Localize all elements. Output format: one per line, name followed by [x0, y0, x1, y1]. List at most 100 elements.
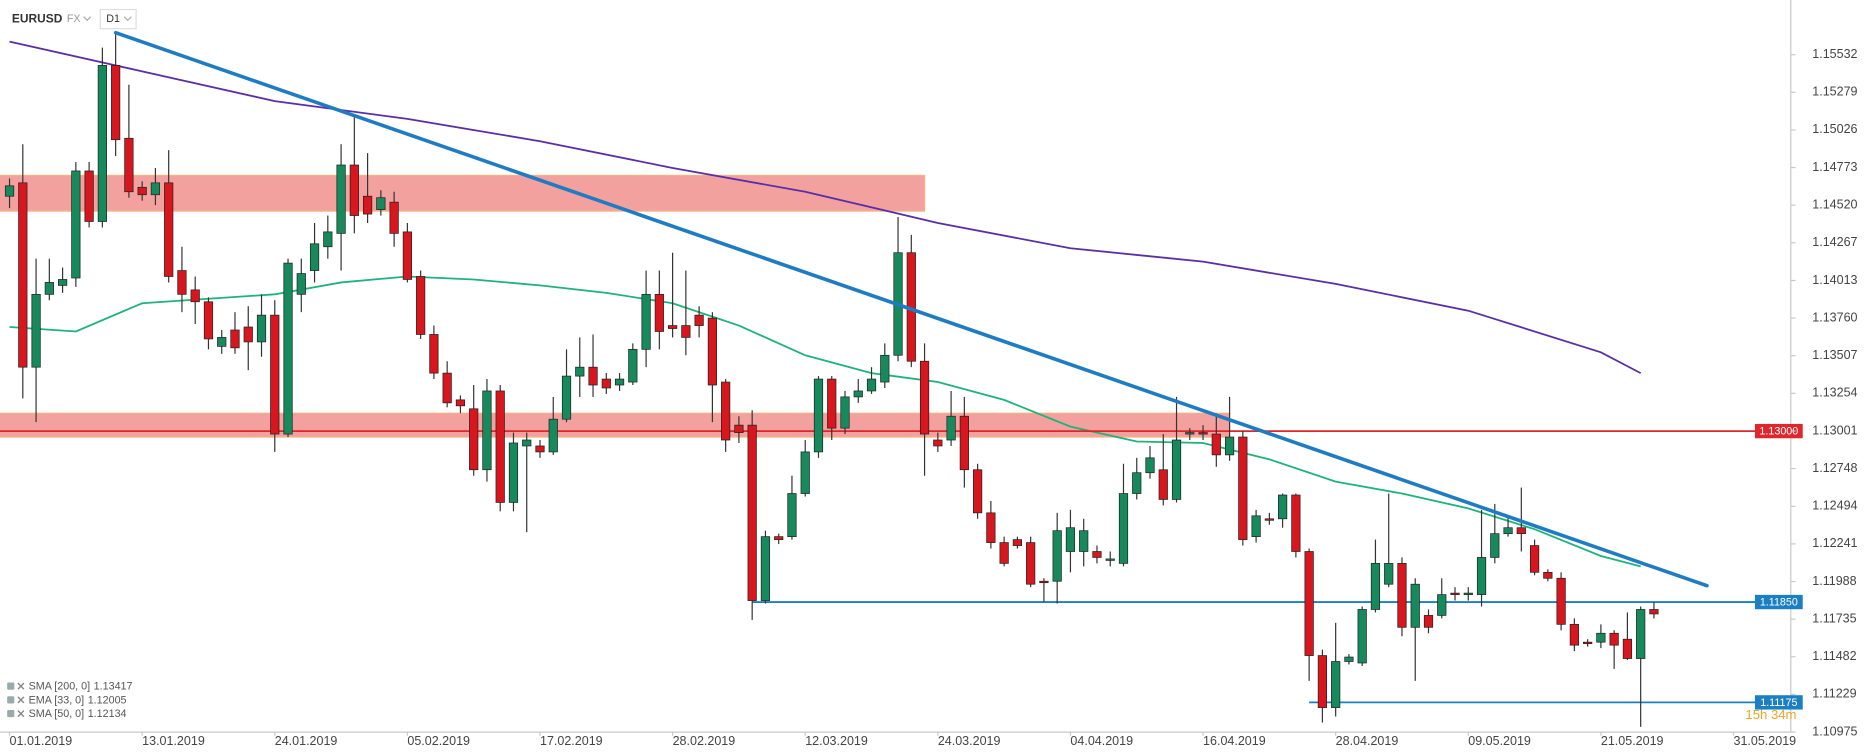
- candle-body: [787, 493, 797, 537]
- candle-body: [1583, 641, 1593, 645]
- timeframe[interactable]: D1: [106, 13, 120, 25]
- candle-body: [628, 348, 638, 383]
- candle-body: [1278, 494, 1288, 520]
- candle-body: [164, 182, 174, 277]
- legend-name: SMA [50, 0]: [29, 708, 84, 720]
- y-tick-label: 1.14773: [1812, 160, 1857, 174]
- candle-body: [1185, 432, 1195, 435]
- legend-settings-icon[interactable]: [7, 696, 15, 704]
- candle-body: [1132, 472, 1142, 494]
- legend-value: 1.12134: [88, 708, 127, 720]
- candle-body: [1026, 542, 1036, 585]
- candle-body: [973, 469, 983, 514]
- timeframe-dropdown-icon[interactable]: [123, 16, 132, 22]
- plot-area: [0, 30, 1791, 727]
- candle-body: [57, 279, 68, 286]
- candle-body: [389, 201, 399, 234]
- candle-body: [1529, 545, 1540, 573]
- candle-body: [1437, 594, 1447, 616]
- candle-body: [1556, 577, 1566, 625]
- symbol: EURUSD: [12, 11, 63, 25]
- candle-body: [1198, 432, 1208, 435]
- y-tick-label: 1.13760: [1812, 310, 1857, 324]
- candle-body: [1291, 494, 1301, 552]
- candle-body: [71, 170, 81, 279]
- candle-body: [230, 329, 240, 349]
- legend-remove-icon[interactable]: [17, 710, 25, 718]
- timeframe-box[interactable]: [99, 8, 137, 30]
- candle-body: [31, 293, 41, 368]
- candle-body: [774, 536, 784, 540]
- candle-body: [707, 317, 717, 386]
- x-tick-label: 24.01.2019: [275, 734, 338, 748]
- candle-body: [508, 442, 519, 503]
- x-tick-label: 05.02.2019: [407, 734, 470, 748]
- candle-body: [760, 536, 771, 601]
- candle-body: [1039, 580, 1049, 584]
- candle-body: [1304, 551, 1314, 656]
- candle-body: [482, 390, 492, 471]
- candle-body: [933, 439, 943, 447]
- x-tick-label: 01.01.2019: [10, 734, 73, 748]
- candle-body: [1596, 632, 1606, 643]
- legend-settings-icon[interactable]: [7, 682, 15, 690]
- legend-remove-icon[interactable]: [17, 682, 25, 690]
- candle-body: [323, 231, 333, 248]
- y-tick-label: 1.12494: [1812, 499, 1857, 513]
- candle-body: [694, 314, 704, 326]
- candle-body: [296, 273, 306, 295]
- candle-body: [1211, 433, 1221, 456]
- candle-body: [1264, 518, 1274, 521]
- market[interactable]: FX: [67, 13, 81, 25]
- legend-remove-icon[interactable]: [17, 696, 25, 704]
- candle-body: [376, 197, 386, 210]
- trendline: [113, 30, 1709, 588]
- y-tick-label: 1.15026: [1812, 122, 1857, 136]
- candle-body: [349, 164, 359, 216]
- y-tick-label: 1.15279: [1812, 85, 1857, 99]
- candle-body: [1171, 439, 1182, 500]
- candle-body: [986, 512, 996, 543]
- candle-body: [1079, 530, 1089, 552]
- candle-body: [469, 408, 479, 471]
- candle-body: [137, 186, 147, 196]
- candle-body: [455, 399, 466, 407]
- candle-body: [97, 65, 107, 222]
- candle-body: [575, 366, 585, 377]
- candle-body: [1622, 638, 1633, 659]
- x-tick-label: 13.01.2019: [142, 734, 205, 748]
- candle-body: [1052, 530, 1062, 582]
- legend-settings-icon[interactable]: [7, 710, 15, 718]
- legend: SMA [200, 0] 1.13417 EMA [33, 0] 1.12005 SMA…: [7, 681, 133, 720]
- candle-body: [402, 231, 412, 280]
- candle-body: [840, 396, 850, 429]
- candle-body: [336, 164, 346, 234]
- legend-value: 1.12005: [88, 694, 127, 706]
- market-dropdown-icon[interactable]: [83, 16, 92, 22]
- y-tick-label: 1.14013: [1812, 273, 1857, 287]
- y-tick-label: 1.13001: [1812, 423, 1857, 437]
- candle-body: [522, 439, 532, 447]
- y-tick-label: 1.15532: [1812, 47, 1857, 61]
- candle-body: [1450, 592, 1460, 595]
- x-tick-label: 04.04.2019: [1070, 734, 1133, 748]
- candle-body: [1569, 623, 1579, 646]
- x-tick-label: 17.02.2019: [540, 734, 603, 748]
- level-tag: [1754, 594, 1803, 610]
- candle-body: [1158, 469, 1168, 500]
- x-tick-label: 28.02.2019: [673, 734, 736, 748]
- candle-body: [721, 381, 731, 441]
- candle-body: [1357, 609, 1367, 664]
- candle-body: [641, 293, 651, 350]
- candle-body: [1224, 436, 1235, 456]
- candle-body: [1503, 527, 1513, 535]
- x-tick-label: 21.05.2019: [1601, 734, 1664, 748]
- candle-body: [1331, 661, 1341, 708]
- candle-body: [681, 325, 691, 338]
- candle-body: [84, 170, 94, 222]
- x-tick-label: 12.03.2019: [805, 734, 868, 748]
- candle-body: [1145, 457, 1155, 474]
- candle-body: [800, 451, 810, 494]
